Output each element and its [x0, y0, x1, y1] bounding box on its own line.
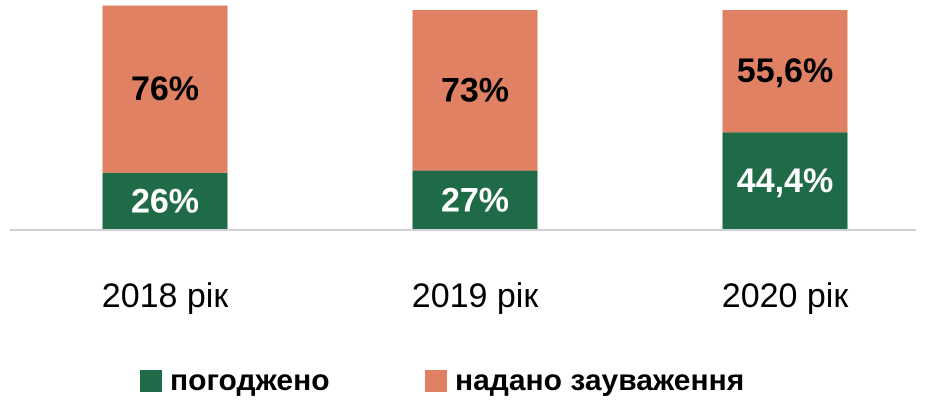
data-label: 44,4% [737, 162, 833, 200]
x-tick-label: 2019 рік [412, 277, 540, 315]
legend-swatch [425, 370, 447, 392]
data-label: 76% [131, 70, 199, 108]
legend-label: погоджено [170, 364, 330, 397]
bar-segment [412, 170, 538, 230]
legend-label: надано зауваження [455, 364, 744, 397]
bar-segment [102, 172, 228, 230]
data-label: 26% [131, 182, 199, 220]
bar-segment [722, 132, 848, 230]
legend-swatch [140, 370, 162, 392]
bar-segment [722, 10, 848, 133]
data-label: 27% [441, 181, 509, 219]
data-label: 55,6% [737, 52, 833, 90]
data-label: 73% [441, 71, 509, 109]
bar-segment [412, 10, 538, 171]
x-tick-label: 2020 рік [722, 277, 850, 315]
bar-segment [102, 5, 228, 173]
x-tick-label: 2018 рік [102, 277, 230, 315]
